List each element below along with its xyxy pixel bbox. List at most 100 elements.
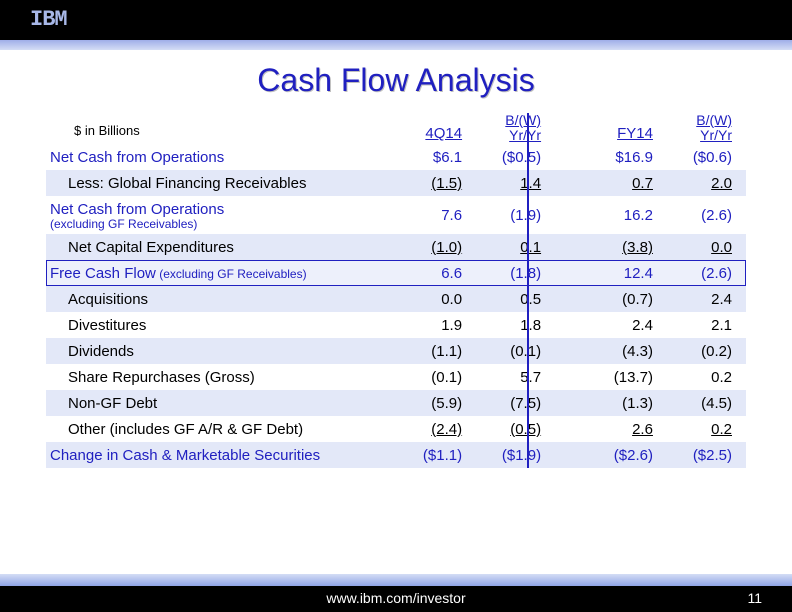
table-row: Net Capital Expenditures(1.0)0.1 (3.8)0.0 — [46, 234, 746, 260]
row-label: Divestitures — [46, 312, 397, 338]
cell-4q14: (1.1) — [397, 338, 476, 364]
header-q-bw-bot: Yr/Yr — [509, 127, 541, 143]
cell-q-bw: (0.1) — [476, 338, 555, 364]
cell-fy-bw: (2.6) — [667, 260, 746, 286]
cell-gap — [555, 196, 588, 234]
cell-gap — [555, 390, 588, 416]
header-fy-bw: B/(W) Yr/Yr — [667, 113, 746, 144]
cell-fy-bw: 2.4 — [667, 286, 746, 312]
header-bar: IBM — [0, 0, 792, 40]
cell-gap — [555, 144, 588, 170]
cell-4q14: 1.9 — [397, 312, 476, 338]
cell-fy-bw: ($0.6) — [667, 144, 746, 170]
cell-q-bw: 5.7 — [476, 364, 555, 390]
header-q-bw-top: B/(W) — [505, 112, 541, 128]
cell-q-bw: (1.8) — [476, 260, 555, 286]
page-number: 11 — [747, 590, 762, 606]
table-container: $ in Billions 4Q14 B/(W) Yr/Yr FY14 B/(W… — [46, 113, 746, 468]
cell-gap — [555, 364, 588, 390]
cell-fy-bw: 0.2 — [667, 364, 746, 390]
table-row: Other (includes GF A/R & GF Debt)(2.4)(0… — [46, 416, 746, 442]
row-label: Non-GF Debt — [46, 390, 397, 416]
cell-fy14: (4.3) — [588, 338, 667, 364]
table-row: Change in Cash & Marketable Securities($… — [46, 442, 746, 468]
row-label: Net Cash from Operations — [46, 144, 397, 170]
cell-q-bw: 1.8 — [476, 312, 555, 338]
cell-gap — [555, 234, 588, 260]
cell-fy14: (13.7) — [588, 364, 667, 390]
header-q-bw: B/(W) Yr/Yr — [476, 113, 555, 144]
cell-fy14: 12.4 — [588, 260, 667, 286]
cell-gap — [555, 312, 588, 338]
footer-bar: www.ibm.com/investor 11 — [0, 586, 792, 612]
cell-q-bw: 1.4 — [476, 170, 555, 196]
table-row: Less: Global Financing Receivables(1.5)1… — [46, 170, 746, 196]
cell-fy14: 0.7 — [588, 170, 667, 196]
units-label: $ in Billions — [74, 123, 140, 138]
cell-fy-bw: (2.6) — [667, 196, 746, 234]
row-label: Acquisitions — [46, 286, 397, 312]
column-separator — [527, 113, 529, 468]
row-label: Less: Global Financing Receivables — [46, 170, 397, 196]
row-label: Other (includes GF A/R & GF Debt) — [46, 416, 397, 442]
table-row: Share Repurchases (Gross)(0.1)5.7 (13.7)0… — [46, 364, 746, 390]
cell-4q14: 0.0 — [397, 286, 476, 312]
cell-q-bw: 0.1 — [476, 234, 555, 260]
cell-fy-bw: (4.5) — [667, 390, 746, 416]
header-row: 4Q14 B/(W) Yr/Yr FY14 B/(W) Yr/Yr — [46, 113, 746, 144]
cell-4q14: (5.9) — [397, 390, 476, 416]
cell-fy14: 2.6 — [588, 416, 667, 442]
cell-gap — [555, 442, 588, 468]
cell-4q14: (0.1) — [397, 364, 476, 390]
header-fy14: FY14 — [588, 113, 667, 144]
cell-4q14: (2.4) — [397, 416, 476, 442]
cell-4q14: 6.6 — [397, 260, 476, 286]
row-label: Net Capital Expenditures — [46, 234, 397, 260]
cell-fy-bw: 2.1 — [667, 312, 746, 338]
cell-4q14: 7.6 — [397, 196, 476, 234]
cell-fy-bw: 0.2 — [667, 416, 746, 442]
cell-q-bw: (0.5) — [476, 416, 555, 442]
cell-fy14: ($2.6) — [588, 442, 667, 468]
cell-q-bw: 0.5 — [476, 286, 555, 312]
ibm-logo: IBM — [30, 7, 67, 32]
header-fy-bw-bot: Yr/Yr — [700, 127, 732, 143]
cell-fy-bw: ($2.5) — [667, 442, 746, 468]
cell-fy14: (0.7) — [588, 286, 667, 312]
row-label: Share Repurchases (Gross) — [46, 364, 397, 390]
row-label: Free Cash Flow (excluding GF Receivables… — [46, 260, 397, 286]
cell-fy-bw: 0.0 — [667, 234, 746, 260]
cell-4q14: (1.0) — [397, 234, 476, 260]
table-row: Dividends(1.1)(0.1) (4.3)(0.2) — [46, 338, 746, 364]
table-row: Divestitures1.91.8 2.42.1 — [46, 312, 746, 338]
cell-q-bw: (7.5) — [476, 390, 555, 416]
cell-fy14: 16.2 — [588, 196, 667, 234]
cell-4q14: $6.1 — [397, 144, 476, 170]
footer-url: www.ibm.com/investor — [326, 590, 465, 606]
table-row: Net Cash from Operations$6.1($0.5) $16.9(… — [46, 144, 746, 170]
cell-fy14: 2.4 — [588, 312, 667, 338]
row-label: Dividends — [46, 338, 397, 364]
cell-gap — [555, 260, 588, 286]
header-fy-bw-top: B/(W) — [696, 112, 732, 128]
row-label: Net Cash from Operations(excluding GF Re… — [46, 196, 397, 234]
header-gradient — [0, 40, 792, 50]
cell-q-bw: (1.9) — [476, 196, 555, 234]
footer-gradient — [0, 574, 792, 586]
cell-fy14: $16.9 — [588, 144, 667, 170]
cell-q-bw: ($0.5) — [476, 144, 555, 170]
cell-fy14: (3.8) — [588, 234, 667, 260]
cell-4q14: ($1.1) — [397, 442, 476, 468]
table-row: Free Cash Flow (excluding GF Receivables… — [46, 260, 746, 286]
table-row: Acquisitions0.00.5 (0.7)2.4 — [46, 286, 746, 312]
header-gap — [555, 113, 588, 144]
page-title: Cash Flow Analysis — [0, 62, 792, 99]
cell-fy14: (1.3) — [588, 390, 667, 416]
table-row: Net Cash from Operations(excluding GF Re… — [46, 196, 746, 234]
row-label: Change in Cash & Marketable Securities — [46, 442, 397, 468]
cell-gap — [555, 338, 588, 364]
cell-gap — [555, 416, 588, 442]
cell-gap — [555, 286, 588, 312]
cell-fy-bw: (0.2) — [667, 338, 746, 364]
table-row: Non-GF Debt(5.9)(7.5) (1.3)(4.5) — [46, 390, 746, 416]
